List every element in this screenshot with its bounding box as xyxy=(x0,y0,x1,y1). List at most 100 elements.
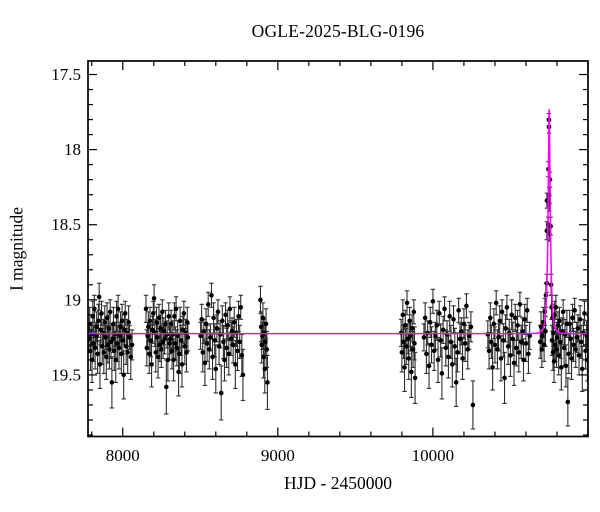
data-point xyxy=(409,326,415,331)
data-point xyxy=(200,350,206,355)
data-point xyxy=(177,318,183,324)
ticks-layer xyxy=(88,61,589,437)
data-point xyxy=(153,350,159,355)
data-point xyxy=(212,338,218,343)
data-point xyxy=(263,321,269,327)
data-point xyxy=(161,329,167,334)
data-point xyxy=(146,351,152,357)
data-point xyxy=(181,311,187,316)
data-point xyxy=(168,336,173,342)
data-point xyxy=(495,347,500,352)
y-tick-label: 19 xyxy=(64,290,81,309)
data-point xyxy=(452,344,458,349)
data-point xyxy=(163,321,168,327)
data-point xyxy=(208,335,213,340)
data-point xyxy=(504,305,510,310)
data-point xyxy=(552,342,558,348)
data-point xyxy=(236,314,241,319)
data-point xyxy=(230,342,236,348)
y-tick-label: 18 xyxy=(64,140,81,159)
data-point xyxy=(213,366,219,372)
data-point xyxy=(404,300,410,306)
data-point xyxy=(94,324,99,330)
data-point xyxy=(559,365,564,370)
data-point xyxy=(510,336,516,342)
data-point xyxy=(229,329,235,334)
data-point xyxy=(508,353,513,358)
data-point xyxy=(217,332,223,337)
data-point xyxy=(227,306,233,312)
data-point xyxy=(235,348,240,354)
data-point xyxy=(561,345,567,351)
data-point xyxy=(579,366,585,372)
data-point xyxy=(498,356,504,361)
data-point xyxy=(224,345,229,351)
data-point xyxy=(159,347,164,352)
data-point xyxy=(493,300,499,306)
data-point xyxy=(456,308,461,313)
data-point xyxy=(470,402,476,408)
data-point xyxy=(145,333,150,339)
data-point xyxy=(427,320,433,325)
data-point xyxy=(203,321,209,327)
data-point xyxy=(400,312,406,318)
data-point xyxy=(221,339,226,345)
data-point xyxy=(115,306,121,312)
data-point xyxy=(550,350,556,355)
data-point xyxy=(88,348,93,354)
data-point xyxy=(209,293,214,298)
data-point xyxy=(97,362,103,367)
data-point xyxy=(491,321,497,327)
data-point xyxy=(222,357,227,363)
data-point xyxy=(102,320,108,325)
data-point xyxy=(226,351,232,357)
data-point xyxy=(164,332,170,337)
data-point xyxy=(409,369,414,375)
data-point xyxy=(101,350,107,355)
data-point xyxy=(238,305,244,310)
data-point xyxy=(570,315,575,321)
data-point xyxy=(499,309,505,315)
data-point xyxy=(151,296,157,301)
data-point xyxy=(155,335,160,340)
data-point xyxy=(118,324,123,330)
data-point xyxy=(553,305,559,310)
data-point xyxy=(204,341,210,346)
data-point xyxy=(486,348,492,354)
data-point xyxy=(410,347,416,352)
data-point xyxy=(201,329,207,334)
data-point xyxy=(543,329,548,334)
data-point xyxy=(215,309,221,315)
data-point xyxy=(99,344,105,349)
data-point xyxy=(120,338,126,343)
data-point xyxy=(155,354,161,360)
data-point xyxy=(262,366,268,372)
data-point xyxy=(110,336,115,342)
data-point xyxy=(569,356,574,361)
data-point xyxy=(113,357,119,363)
data-point xyxy=(185,335,191,340)
data-point xyxy=(460,356,465,361)
data-point xyxy=(402,365,407,370)
data-point xyxy=(170,332,176,337)
data-point xyxy=(440,327,446,333)
data-point xyxy=(461,321,467,327)
data-point xyxy=(260,315,266,321)
data-point xyxy=(411,309,417,315)
data-point xyxy=(501,338,506,343)
data-point xyxy=(179,362,185,367)
data-point xyxy=(509,312,514,318)
data-point xyxy=(104,354,109,360)
data-point xyxy=(174,345,180,351)
data-point xyxy=(148,338,154,343)
data-point xyxy=(233,362,238,367)
data-point xyxy=(261,354,266,360)
data-point xyxy=(518,339,524,345)
data-point xyxy=(485,332,491,337)
data-point xyxy=(116,345,122,351)
data-point xyxy=(143,306,149,312)
data-point xyxy=(202,360,208,366)
data-point xyxy=(96,294,102,300)
data-point xyxy=(434,323,440,328)
